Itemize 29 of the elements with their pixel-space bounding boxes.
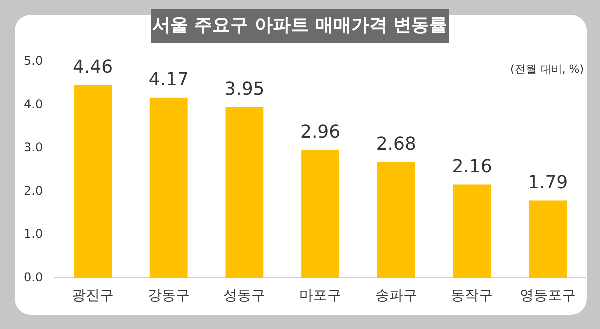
bar (302, 150, 340, 278)
data-label: 2.96 (300, 122, 341, 143)
y-tick-label: 3.0 (24, 140, 44, 155)
data-label: 3.95 (224, 79, 265, 100)
annotation: (전월 대비, %) (510, 62, 584, 77)
x-tick-label: 동작구 (451, 288, 494, 304)
bar (150, 98, 188, 278)
y-tick-label: 2.0 (24, 184, 44, 198)
data-label: 2.68 (376, 134, 416, 155)
y-tick-label: 4.0 (24, 97, 44, 112)
x-tick-label: 영등포구 (520, 288, 576, 304)
data-label: 4.46 (72, 57, 114, 78)
data-label: 1.79 (528, 172, 568, 194)
x-tick-label: 광진구 (72, 288, 114, 304)
x-tick-label: 성동구 (224, 288, 266, 304)
y-tick-label: 5.0 (24, 54, 44, 68)
bar (529, 200, 568, 278)
chart-title: 서울 주요구 아파트 매매가격 변동률 (151, 9, 449, 43)
data-label: 4.17 (148, 70, 189, 91)
y-tick-label: 1.0 (24, 227, 44, 242)
x-tick-label: 마포구 (300, 288, 342, 304)
x-tick-label: 송파구 (375, 288, 418, 304)
data-label: 2.16 (452, 156, 492, 178)
bar (377, 162, 416, 278)
y-tick-label: 0.0 (24, 270, 44, 284)
bar (453, 184, 492, 278)
x-tick-label: 강동구 (148, 288, 190, 304)
bar (74, 85, 112, 278)
bar (226, 107, 264, 278)
